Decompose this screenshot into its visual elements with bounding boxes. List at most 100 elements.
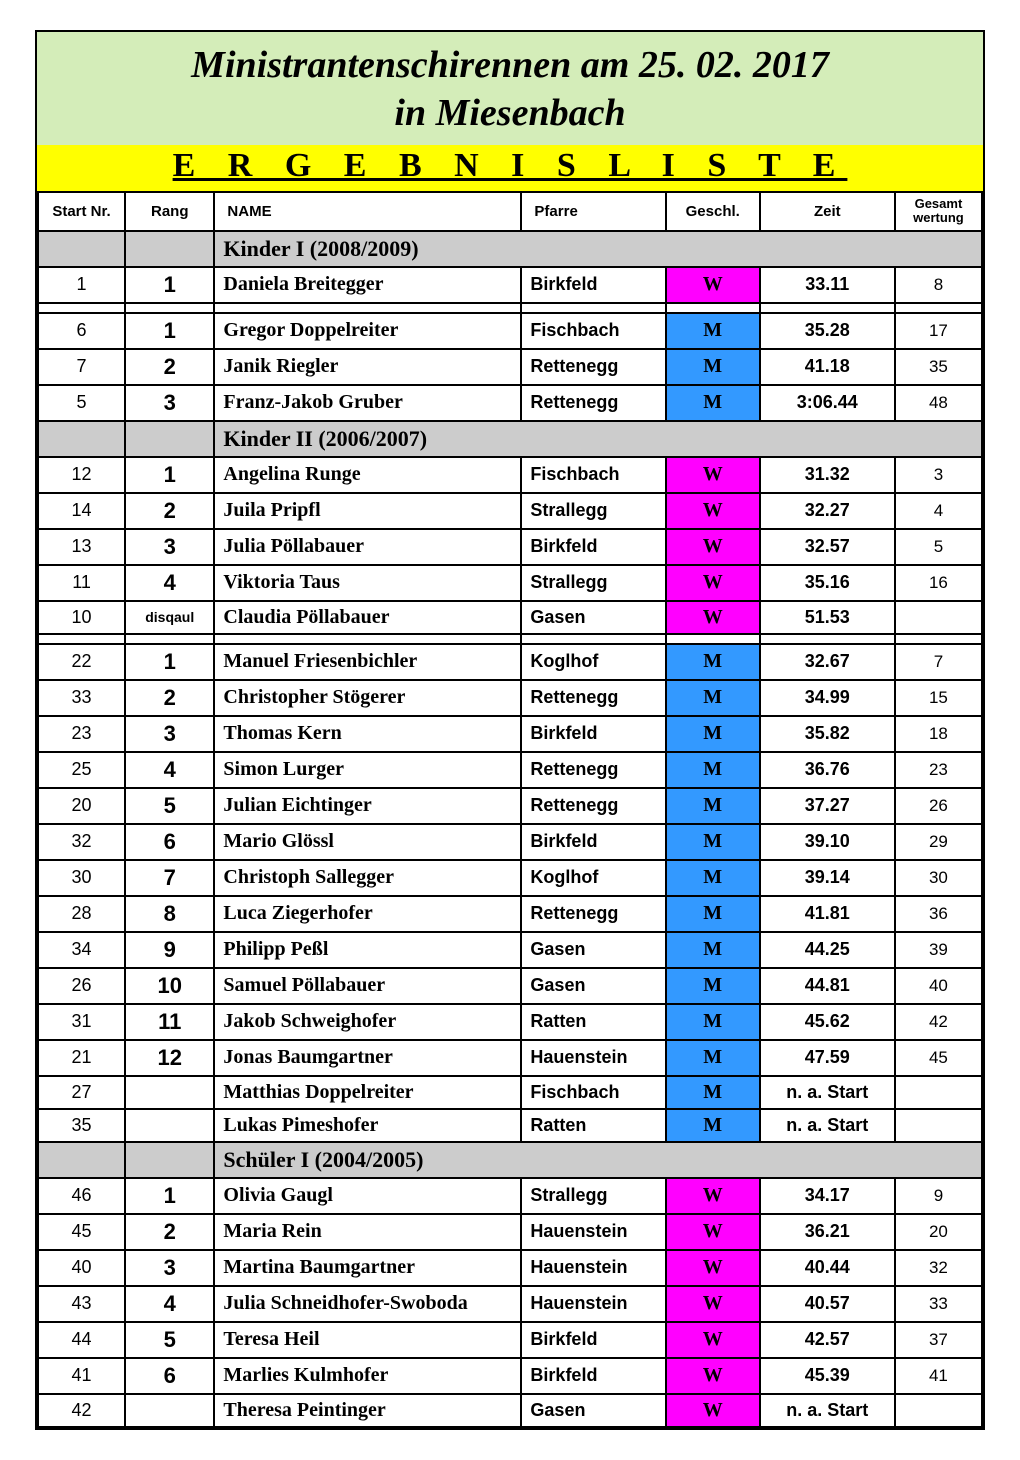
table-row: 72Janik RieglerRetteneggM41.1835 [38,349,982,385]
cell-name: Daniela Breitegger [214,267,521,303]
cell-zeit: 45.39 [760,1358,895,1394]
cell-name: Martina Baumgartner [214,1250,521,1286]
cell-start: 26 [38,968,125,1004]
cell-name: Olivia Gaugl [214,1178,521,1214]
results-table: Start Nr. Rang NAME Pfarre Geschl. Zeit … [37,191,983,1428]
cell-geschl: M [666,752,760,788]
cell-pfarre: Birkfeld [521,824,665,860]
cell-zeit: 42.57 [760,1322,895,1358]
category-label: Kinder II (2006/2007) [214,421,982,457]
page-title-block: Ministrantenschirennen am 25. 02. 2017in… [37,32,983,145]
cell-pfarre: Hauenstein [521,1250,665,1286]
cell-rang: 12 [125,1040,214,1076]
cell-geschl: W [666,1214,760,1250]
table-row: 35Lukas PimeshoferRattenMn. a. Start [38,1109,982,1142]
cell-gesamtwertung: 5 [895,529,982,565]
cell-pfarre: Rettenegg [521,680,665,716]
cell-gesamtwertung: 7 [895,644,982,680]
category-label: Schüler I (2004/2005) [214,1142,982,1178]
cell-rang: 10 [125,968,214,1004]
table-row: 10disqaulClaudia PöllabauerGasenW51.53 [38,601,982,634]
cell-geschl: M [666,313,760,349]
cell-start: 12 [38,457,125,493]
results-page: Ministrantenschirennen am 25. 02. 2017in… [35,30,985,1430]
cell-name: Samuel Pöllabauer [214,968,521,1004]
cell-gesamtwertung: 30 [895,860,982,896]
cell-rang: 3 [125,385,214,421]
cell-pfarre: Birkfeld [521,1322,665,1358]
cell-zeit: 39.14 [760,860,895,896]
cell-start: 32 [38,824,125,860]
cell-rang: 6 [125,1358,214,1394]
table-row: 11Daniela BreiteggerBirkfeldW33.118 [38,267,982,303]
cell-zeit: 33.11 [760,267,895,303]
cell-geschl: W [666,1286,760,1322]
cell-start: 11 [38,565,125,601]
page-subtitle: E R G E B N I S L I S T E [173,147,848,184]
cell-pfarre: Rettenegg [521,896,665,932]
cell-name: Angelina Runge [214,457,521,493]
cell-geschl: M [666,1109,760,1142]
cell-rang: 2 [125,349,214,385]
cell-pfarre: Hauenstein [521,1040,665,1076]
header-pfarre: Pfarre [521,192,665,231]
cell-start: 22 [38,644,125,680]
cell-start: 25 [38,752,125,788]
cell-zeit: 31.32 [760,457,895,493]
cell-geschl: W [666,1358,760,1394]
cell-start: 40 [38,1250,125,1286]
cell-name: Julian Eichtinger [214,788,521,824]
cell-gesamtwertung [895,601,982,634]
cell-gesamtwertung: 35 [895,349,982,385]
cell-pfarre: Koglhof [521,644,665,680]
cell-gesamtwertung: 17 [895,313,982,349]
cell-name: Viktoria Taus [214,565,521,601]
cell-zeit: 40.44 [760,1250,895,1286]
cell-geschl: W [666,565,760,601]
cell-rang: 1 [125,313,214,349]
cell-start: 7 [38,349,125,385]
cell-gesamtwertung: 20 [895,1214,982,1250]
spacer-row [38,634,982,644]
cell-pfarre: Rettenegg [521,788,665,824]
cell-rang: 4 [125,565,214,601]
cell-pfarre: Gasen [521,601,665,634]
table-body: Kinder I (2008/2009)11Daniela Breitegger… [38,231,982,1427]
cell-start: 21 [38,1040,125,1076]
table-header-row: Start Nr. Rang NAME Pfarre Geschl. Zeit … [38,192,982,231]
cell-name: Teresa Heil [214,1322,521,1358]
cell-rang: 9 [125,932,214,968]
table-row: 434Julia Schneidhofer-SwobodaHauensteinW… [38,1286,982,1322]
cell-pfarre: Fischbach [521,1076,665,1109]
page-title-line: in Miesenbach [57,90,963,138]
cell-start: 27 [38,1076,125,1109]
cell-rang: 1 [125,1178,214,1214]
cell-pfarre: Rettenegg [521,752,665,788]
cell-start: 41 [38,1358,125,1394]
cell-geschl: M [666,932,760,968]
cell-name: Jonas Baumgartner [214,1040,521,1076]
table-row: 114Viktoria TausStralleggW35.1616 [38,565,982,601]
cell-pfarre: Gasen [521,1394,665,1427]
cell-name: Philipp Peßl [214,932,521,968]
cell-gesamtwertung: 42 [895,1004,982,1040]
page-subtitle-band: E R G E B N I S L I S T E [37,145,983,191]
cell-gesamtwertung: 29 [895,824,982,860]
table-row: 452Maria ReinHauensteinW36.2120 [38,1214,982,1250]
category-row: Schüler I (2004/2005) [38,1142,982,1178]
cell-geschl: M [666,716,760,752]
cell-pfarre: Strallegg [521,1178,665,1214]
cell-gesamtwertung: 15 [895,680,982,716]
cell-pfarre: Birkfeld [521,529,665,565]
cell-gesamtwertung: 36 [895,896,982,932]
cell-geschl: M [666,1076,760,1109]
cell-start: 31 [38,1004,125,1040]
cell-zeit: 41.18 [760,349,895,385]
cell-zeit: 45.62 [760,1004,895,1040]
cell-rang: 5 [125,788,214,824]
cell-geschl: W [666,529,760,565]
table-row: 133Julia PöllabauerBirkfeldW32.575 [38,529,982,565]
cell-gesamtwertung [895,1076,982,1109]
cell-pfarre: Birkfeld [521,716,665,752]
cell-rang: 1 [125,457,214,493]
